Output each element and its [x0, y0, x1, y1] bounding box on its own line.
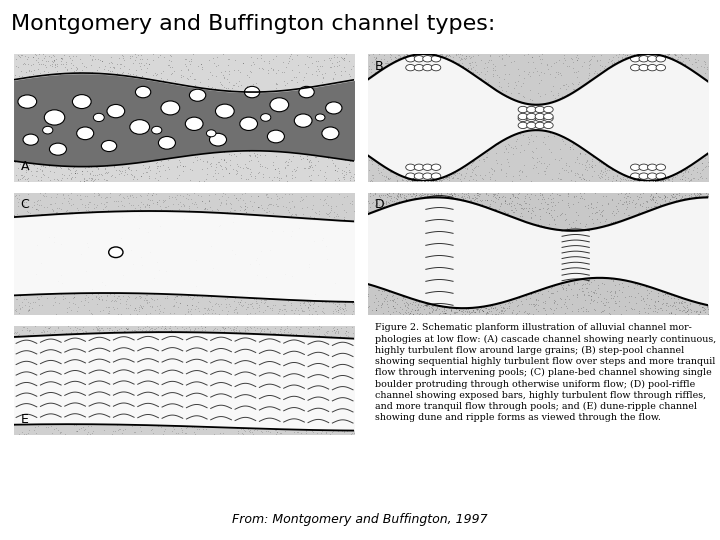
Ellipse shape: [107, 104, 125, 118]
Ellipse shape: [526, 106, 536, 113]
Ellipse shape: [189, 89, 206, 102]
Ellipse shape: [207, 130, 216, 137]
Ellipse shape: [152, 126, 162, 134]
Ellipse shape: [23, 134, 38, 145]
Ellipse shape: [526, 122, 536, 129]
Ellipse shape: [544, 122, 553, 129]
Text: D: D: [374, 198, 384, 211]
Ellipse shape: [158, 137, 176, 149]
Ellipse shape: [414, 64, 424, 71]
Ellipse shape: [161, 101, 180, 115]
Ellipse shape: [535, 113, 544, 120]
Ellipse shape: [423, 56, 432, 62]
Ellipse shape: [210, 133, 227, 146]
Ellipse shape: [647, 164, 657, 171]
Ellipse shape: [526, 113, 536, 120]
Ellipse shape: [656, 164, 665, 171]
Ellipse shape: [631, 173, 640, 179]
Ellipse shape: [431, 56, 441, 62]
Text: Montgomery and Buffington channel types:: Montgomery and Buffington channel types:: [11, 14, 495, 33]
Text: Figure 2. Schematic planform illustration of alluvial channel mor-
phologies at : Figure 2. Schematic planform illustratio…: [375, 323, 716, 422]
Ellipse shape: [294, 114, 312, 127]
Ellipse shape: [42, 126, 53, 134]
Ellipse shape: [631, 64, 640, 71]
Text: B: B: [374, 60, 383, 73]
Ellipse shape: [535, 122, 544, 129]
Ellipse shape: [414, 164, 424, 171]
Text: E: E: [20, 413, 28, 426]
Ellipse shape: [414, 56, 424, 62]
Ellipse shape: [639, 56, 649, 62]
Ellipse shape: [639, 64, 649, 71]
Ellipse shape: [406, 164, 415, 171]
Ellipse shape: [423, 173, 432, 179]
Ellipse shape: [431, 173, 441, 179]
Ellipse shape: [94, 113, 104, 122]
Text: From: Montgomery and Buffington, 1997: From: Montgomery and Buffington, 1997: [232, 514, 488, 526]
Ellipse shape: [431, 164, 441, 171]
Ellipse shape: [518, 122, 528, 129]
Ellipse shape: [535, 106, 544, 113]
Ellipse shape: [656, 56, 665, 62]
Ellipse shape: [544, 106, 553, 113]
Ellipse shape: [518, 106, 528, 113]
Ellipse shape: [270, 98, 289, 112]
Ellipse shape: [322, 127, 339, 140]
Text: C: C: [20, 198, 30, 211]
Ellipse shape: [639, 164, 649, 171]
Ellipse shape: [656, 173, 665, 179]
Ellipse shape: [215, 104, 234, 118]
Ellipse shape: [423, 164, 432, 171]
Ellipse shape: [50, 143, 66, 155]
Ellipse shape: [544, 115, 553, 122]
Ellipse shape: [647, 64, 657, 71]
Ellipse shape: [647, 173, 657, 179]
Ellipse shape: [631, 56, 640, 62]
Ellipse shape: [185, 117, 203, 131]
Ellipse shape: [73, 94, 91, 109]
Ellipse shape: [631, 164, 640, 171]
Ellipse shape: [656, 64, 665, 71]
Ellipse shape: [315, 114, 325, 121]
Ellipse shape: [406, 64, 415, 71]
Ellipse shape: [244, 86, 260, 98]
Ellipse shape: [267, 130, 284, 143]
Ellipse shape: [102, 140, 117, 152]
Ellipse shape: [299, 86, 314, 98]
Ellipse shape: [535, 115, 544, 122]
Ellipse shape: [518, 115, 528, 122]
Ellipse shape: [130, 120, 150, 134]
Ellipse shape: [431, 64, 441, 71]
Ellipse shape: [526, 115, 536, 122]
Ellipse shape: [406, 56, 415, 62]
Ellipse shape: [261, 113, 271, 122]
Ellipse shape: [423, 64, 432, 71]
Ellipse shape: [18, 95, 37, 108]
Ellipse shape: [647, 56, 657, 62]
Ellipse shape: [639, 173, 649, 179]
Ellipse shape: [518, 113, 528, 120]
Ellipse shape: [325, 102, 342, 114]
Ellipse shape: [406, 173, 415, 179]
Ellipse shape: [544, 113, 553, 120]
Ellipse shape: [135, 86, 150, 98]
Ellipse shape: [77, 127, 94, 140]
Text: A: A: [20, 160, 29, 173]
Ellipse shape: [109, 247, 123, 258]
Ellipse shape: [414, 173, 424, 179]
Ellipse shape: [240, 117, 258, 131]
Ellipse shape: [45, 110, 65, 125]
